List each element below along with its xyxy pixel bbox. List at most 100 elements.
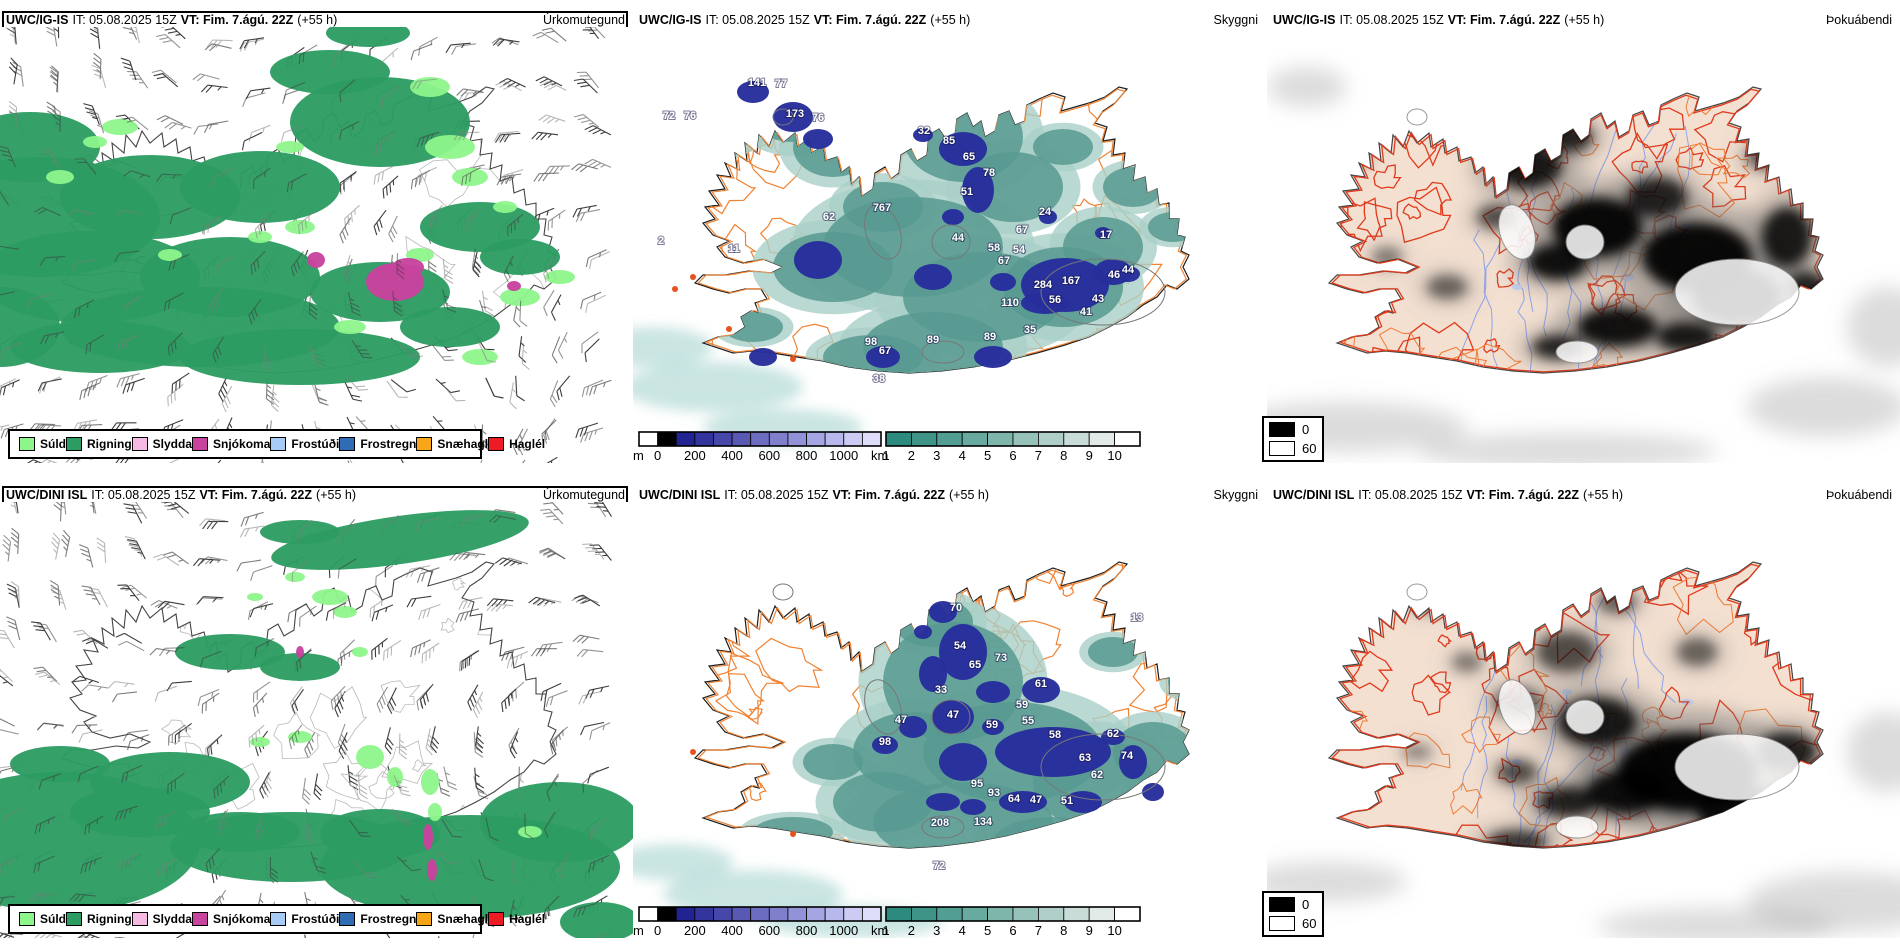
svg-text:4: 4 (959, 923, 966, 938)
svg-text:134: 134 (974, 816, 993, 828)
svg-text:77: 77 (775, 78, 787, 90)
legend-item: Snjókoma (192, 912, 270, 926)
lead-time: (+55 h) (1564, 13, 1605, 27)
panel-visibility-igis: UWC/IG-IS IT: 05.08.2025 15Z VT: Fim. 7.… (633, 0, 1266, 475)
legend-label: Frostregn (360, 437, 417, 451)
init-time: IT: 05.08.2025 15Z (72, 13, 177, 27)
svg-text:5: 5 (984, 923, 991, 938)
legend-label: Súld (40, 912, 66, 926)
model-label: UWC/DINI ISL (639, 488, 721, 502)
legend-label: Frostregn (360, 912, 417, 926)
svg-text:72: 72 (663, 110, 675, 122)
svg-text:2: 2 (908, 448, 915, 463)
svg-text:m: m (633, 448, 644, 463)
panel-fog-igis: UWC/IG-IS IT: 05.08.2025 15Z VT: Fim. 7.… (1262, 0, 1900, 475)
svg-text:55: 55 (1022, 715, 1034, 727)
panel-header: UWC/IG-IS IT: 05.08.2025 15Z VT: Fim. 7.… (639, 13, 1258, 28)
legend-label: Snjókoma (213, 912, 271, 926)
valid-time: VT: Fim. 7.ágú. 22Z (1466, 488, 1580, 502)
svg-text:800: 800 (796, 448, 818, 463)
svg-text:200: 200 (684, 448, 706, 463)
svg-text:51: 51 (1061, 795, 1073, 807)
fog-legend: 0 60 (1262, 891, 1324, 937)
panel-precip-igis: UWC/IG-IS IT: 05.08.2025 15Z VT: Fim. 7.… (0, 0, 633, 475)
svg-text:m: m (633, 923, 644, 938)
panel-header: UWC/IG-IS IT: 05.08.2025 15Z VT: Fim. 7.… (1273, 13, 1892, 28)
fog-legend-row: 60 (1269, 441, 1317, 456)
svg-text:70: 70 (950, 602, 962, 614)
legend-item: Slydda (131, 437, 192, 451)
svg-text:61: 61 (1035, 678, 1047, 690)
legend-swatch (66, 437, 82, 451)
svg-text:59: 59 (986, 719, 998, 731)
lead-time: (+55 h) (316, 488, 356, 502)
legend-swatch (488, 437, 505, 451)
svg-text:56: 56 (1049, 294, 1061, 306)
model-label: UWC/IG-IS (6, 13, 69, 27)
precip-legend: Súld Rigning Slydda Snjókoma Frostúði Frostre… (8, 429, 545, 459)
valid-time: VT: Fim. 7.ágú. 22Z (199, 488, 313, 502)
panel-title: Þokuábendi (1825, 13, 1892, 27)
svg-text:1000: 1000 (829, 923, 858, 938)
svg-text:93: 93 (988, 787, 1000, 799)
legend-item: Frostúði (270, 912, 339, 926)
svg-text:46: 46 (1108, 269, 1120, 281)
svg-text:51: 51 (961, 186, 973, 198)
lead-time: (+55 h) (297, 13, 338, 27)
legend-swatch (19, 437, 35, 451)
svg-text:8: 8 (1060, 923, 1067, 938)
svg-text:5: 5 (984, 448, 991, 463)
fog-legend-swatch (1269, 422, 1295, 437)
init-time: IT: 05.08.2025 15Z (724, 488, 829, 502)
svg-text:7: 7 (1035, 448, 1042, 463)
svg-text:62: 62 (1107, 728, 1119, 740)
legend-item: Snæhagl (416, 437, 488, 451)
legend-swatch (488, 912, 505, 926)
legend-item: Haglél (488, 912, 545, 926)
legend-label: Slydda (152, 912, 193, 926)
fog-map-igis (1267, 27, 1900, 463)
legend-label: Frostúði (291, 437, 340, 451)
svg-text:200: 200 (684, 923, 706, 938)
legend-label: Haglél (509, 912, 546, 926)
valid-time: VT: Fim. 7.ágú. 22Z (832, 488, 946, 502)
panel-title: Þokuábendi (1825, 488, 1892, 502)
legend-item: Snjókoma (192, 437, 270, 451)
svg-text:141: 141 (748, 77, 766, 89)
model-label: UWC/IG-IS (1273, 13, 1336, 27)
svg-text:208: 208 (931, 817, 949, 829)
init-time: IT: 05.08.2025 15Z (705, 13, 810, 27)
svg-text:13: 13 (1131, 612, 1143, 624)
panel-header: UWC/DINI ISL IT: 05.08.2025 15Z VT: Fim.… (1273, 488, 1892, 503)
svg-text:24: 24 (1039, 206, 1052, 218)
legend-swatch (66, 912, 82, 926)
svg-text:95: 95 (971, 778, 983, 790)
legend-item: Frostúði (270, 437, 339, 451)
svg-text:65: 65 (969, 659, 981, 671)
fog-legend-label: 0 (1302, 422, 1310, 437)
svg-text:400: 400 (721, 923, 743, 938)
svg-text:km: km (871, 448, 888, 463)
legend-label: Snjókoma (213, 437, 271, 451)
legend-label: Snæhagl (437, 912, 489, 926)
svg-text:58: 58 (988, 242, 1000, 254)
fog-legend-swatch (1269, 441, 1295, 456)
legend-swatch (270, 912, 287, 926)
panel-header: UWC/DINI ISL IT: 05.08.2025 15Z VT: Fim.… (639, 488, 1258, 503)
panel-visibility-dini: UWC/DINI ISL IT: 05.08.2025 15Z VT: Fim.… (633, 475, 1266, 950)
fog-legend: 0 60 (1262, 416, 1324, 462)
init-time: IT: 05.08.2025 15Z (1339, 13, 1444, 27)
fog-legend-swatch (1269, 916, 1295, 931)
svg-text:67: 67 (1016, 224, 1028, 236)
legend-label: Rigning (87, 912, 132, 926)
panel-precip-dini: UWC/DINI ISL IT: 05.08.2025 15Z VT: Fim.… (0, 475, 633, 950)
svg-text:73: 73 (995, 652, 1007, 664)
svg-text:284: 284 (1034, 279, 1053, 291)
legend-swatch (131, 437, 148, 451)
visibility-colorbars: m 0 200 400 600 800 1000 km1 2 3 4 5 6 7 8 9 10 (633, 431, 1141, 463)
svg-text:44: 44 (952, 232, 965, 244)
svg-text:11: 11 (728, 243, 740, 255)
svg-text:64: 64 (1008, 793, 1021, 805)
lead-time: (+55 h) (949, 488, 989, 502)
svg-text:600: 600 (758, 448, 780, 463)
